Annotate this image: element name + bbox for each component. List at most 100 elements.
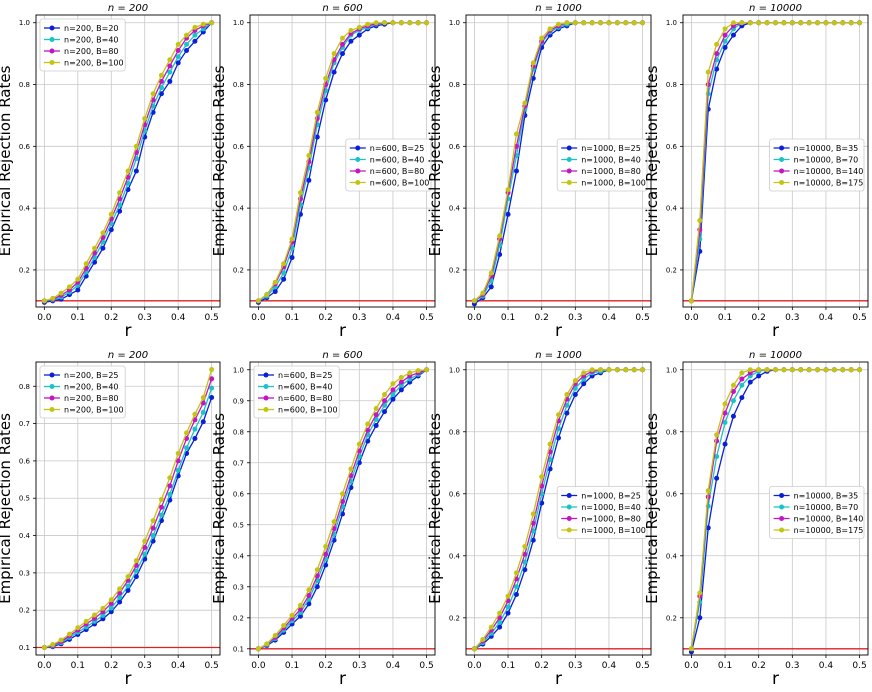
data-point <box>714 475 720 481</box>
legend-label: n=10000, B=175 <box>794 526 864 535</box>
data-point <box>200 409 206 415</box>
legend-swatch-marker <box>779 168 785 174</box>
data-point <box>407 370 413 376</box>
data-point <box>697 217 703 223</box>
x-tick-label: 0.0 <box>251 661 266 671</box>
legend-label: n=600, B=80 <box>278 394 333 403</box>
x-tick-label: 0.3 <box>785 313 799 323</box>
data-point <box>530 511 536 517</box>
data-point <box>184 48 190 54</box>
data-point <box>365 427 371 433</box>
x-tick-label: 0.1 <box>718 661 732 671</box>
data-point <box>184 41 190 47</box>
data-point <box>117 202 123 208</box>
data-point <box>623 20 629 26</box>
data-point <box>100 245 106 251</box>
data-point <box>623 367 629 373</box>
y-tick-label: 0.3 <box>19 569 30 577</box>
data-point <box>125 168 131 174</box>
x-tick-label: 0.4 <box>602 661 617 671</box>
data-point <box>739 376 745 382</box>
data-point <box>125 574 131 580</box>
legend-label: n=200, B=20 <box>64 24 119 33</box>
data-point <box>133 558 139 564</box>
x-tick-label: 0.2 <box>104 661 118 671</box>
data-point <box>58 290 64 296</box>
data-point <box>497 233 503 239</box>
legend-label: n=200, B=40 <box>64 383 119 392</box>
data-point <box>497 619 503 625</box>
data-point <box>75 287 81 293</box>
data-point <box>192 24 198 30</box>
data-point <box>739 20 745 26</box>
legend-label: n=10000, B=35 <box>794 144 859 153</box>
x-tick-label: 0.1 <box>285 661 299 671</box>
data-point <box>688 298 694 304</box>
data-point <box>730 20 736 26</box>
legend-swatch-marker <box>779 493 785 498</box>
data-point <box>340 35 345 41</box>
legend-label: n=600, B=80 <box>370 167 425 176</box>
y-tick-label: 1.0 <box>233 19 244 27</box>
legend: n=200, B=25 n=200, B=40 n=200, B=80 n=200, … <box>39 365 126 419</box>
legend-swatch-marker <box>49 384 55 389</box>
x-tick-label: 0.0 <box>467 661 482 671</box>
data-point <box>255 298 261 304</box>
data-point <box>831 20 837 26</box>
panel-5: 0.1 0.2 0.3 0.4 0.5 0.6 0.7 0.8 0.0 0.1 0.2 0.3 0.4 0… <box>0 350 221 689</box>
legend-swatch-marker <box>566 157 572 162</box>
legend-frame <box>253 365 340 419</box>
data-point <box>297 606 303 612</box>
data-point <box>581 20 587 26</box>
data-point <box>781 20 787 26</box>
data-point <box>697 615 703 621</box>
x-tick-label: 0.2 <box>319 313 333 323</box>
x-tick-label: 0.4 <box>171 313 186 323</box>
x-tick-label: 0.2 <box>104 313 118 323</box>
x-tick-label: 0.1 <box>501 313 515 323</box>
y-tick-label: 0.2 <box>666 614 677 622</box>
legend-swatch-marker <box>49 395 55 401</box>
data-point <box>209 376 215 382</box>
legend-label: n=200, B=25 <box>64 371 119 380</box>
y-tick-label: 1.0 <box>449 19 460 27</box>
data-point <box>192 426 198 432</box>
data-point <box>175 467 181 473</box>
data-point <box>398 379 404 385</box>
data-point <box>530 537 536 543</box>
legend-swatch-marker <box>49 37 55 42</box>
data-point <box>614 367 620 373</box>
x-tick-label: 0.0 <box>684 661 699 671</box>
data-point <box>505 593 511 599</box>
data-point <box>488 284 494 290</box>
data-point <box>730 413 736 419</box>
y-tick-label: 0.6 <box>666 490 678 498</box>
legend-label: n=10000, B=35 <box>794 492 859 501</box>
legend-swatch-marker <box>263 372 269 378</box>
legend-swatch-marker <box>779 527 785 533</box>
legend-swatch-marker <box>355 157 361 162</box>
data-point <box>714 41 720 47</box>
data-point <box>488 624 494 630</box>
data-point <box>764 20 770 26</box>
data-point <box>92 245 98 251</box>
legend: n=200, B=20 n=200, B=40 n=200, B=80 n=200, … <box>39 18 126 72</box>
data-point <box>264 641 270 647</box>
data-point <box>415 368 421 374</box>
data-point <box>398 375 404 381</box>
data-point <box>547 466 553 472</box>
data-point <box>331 519 337 525</box>
x-tick-label: 0.5 <box>204 661 218 671</box>
data-point <box>184 445 190 451</box>
data-point <box>513 570 519 576</box>
legend-frame <box>556 486 648 539</box>
data-point <box>505 187 511 193</box>
data-point <box>83 261 89 267</box>
data-point <box>722 26 728 32</box>
y-tick-label: 1.0 <box>233 366 244 374</box>
x-tick-label: 0.3 <box>138 313 152 323</box>
legend-swatch-marker <box>779 180 785 185</box>
data-point <box>747 20 753 26</box>
data-point <box>272 289 278 295</box>
x-tick-label: 0.1 <box>501 661 515 671</box>
